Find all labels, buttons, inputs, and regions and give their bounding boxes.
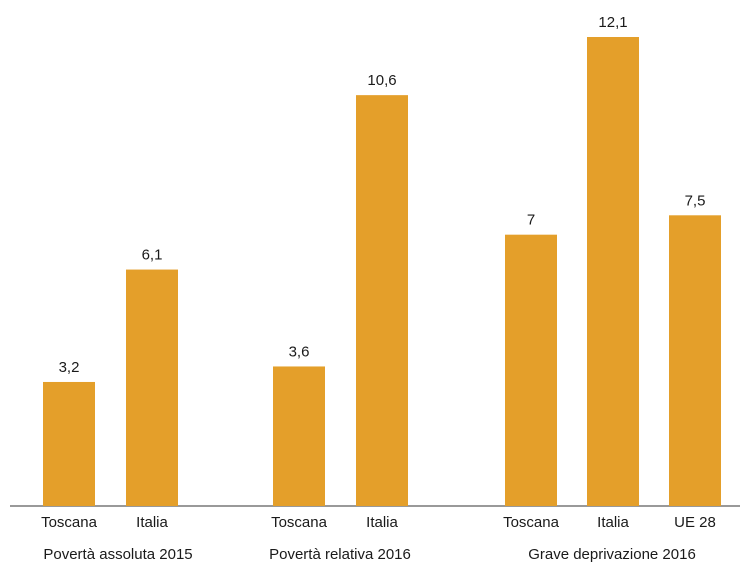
category-label-0-1: Italia xyxy=(136,514,168,531)
bar-2-2 xyxy=(669,215,721,506)
category-label-2-0: Toscana xyxy=(503,514,560,531)
bars-layer xyxy=(43,37,721,507)
data-label-0-0: 3,2 xyxy=(59,359,80,376)
category-label-0-0: Toscana xyxy=(41,514,98,531)
category-label-2-1: Italia xyxy=(597,514,629,531)
bar-0-0 xyxy=(43,381,95,506)
data-label-2-1: 12,1 xyxy=(598,14,627,31)
bar-0-1 xyxy=(126,269,178,506)
data-label-1-0: 3,6 xyxy=(289,343,310,360)
category-label-1-0: Toscana xyxy=(271,514,328,531)
data-label-1-1: 10,6 xyxy=(367,72,396,89)
bar-1-1 xyxy=(356,95,408,506)
bar-1-0 xyxy=(273,366,325,506)
labels-layer: 3,2 Toscana 6,1 Italia Povertà assoluta 2015… xyxy=(41,14,716,563)
group-label-0: Povertà assoluta 2015 xyxy=(43,546,192,563)
bar-2-1 xyxy=(587,37,639,506)
group-label-2: Grave deprivazione 2016 xyxy=(528,546,696,563)
category-label-1-1: Italia xyxy=(366,514,398,531)
bar-2-0 xyxy=(505,234,557,507)
data-label-2-2: 7,5 xyxy=(685,192,706,209)
group-label-1: Povertà relativa 2016 xyxy=(269,546,411,563)
data-label-2-0: 7 xyxy=(527,212,535,229)
data-label-0-1: 6,1 xyxy=(142,247,163,264)
category-label-2-2: UE 28 xyxy=(674,514,716,531)
